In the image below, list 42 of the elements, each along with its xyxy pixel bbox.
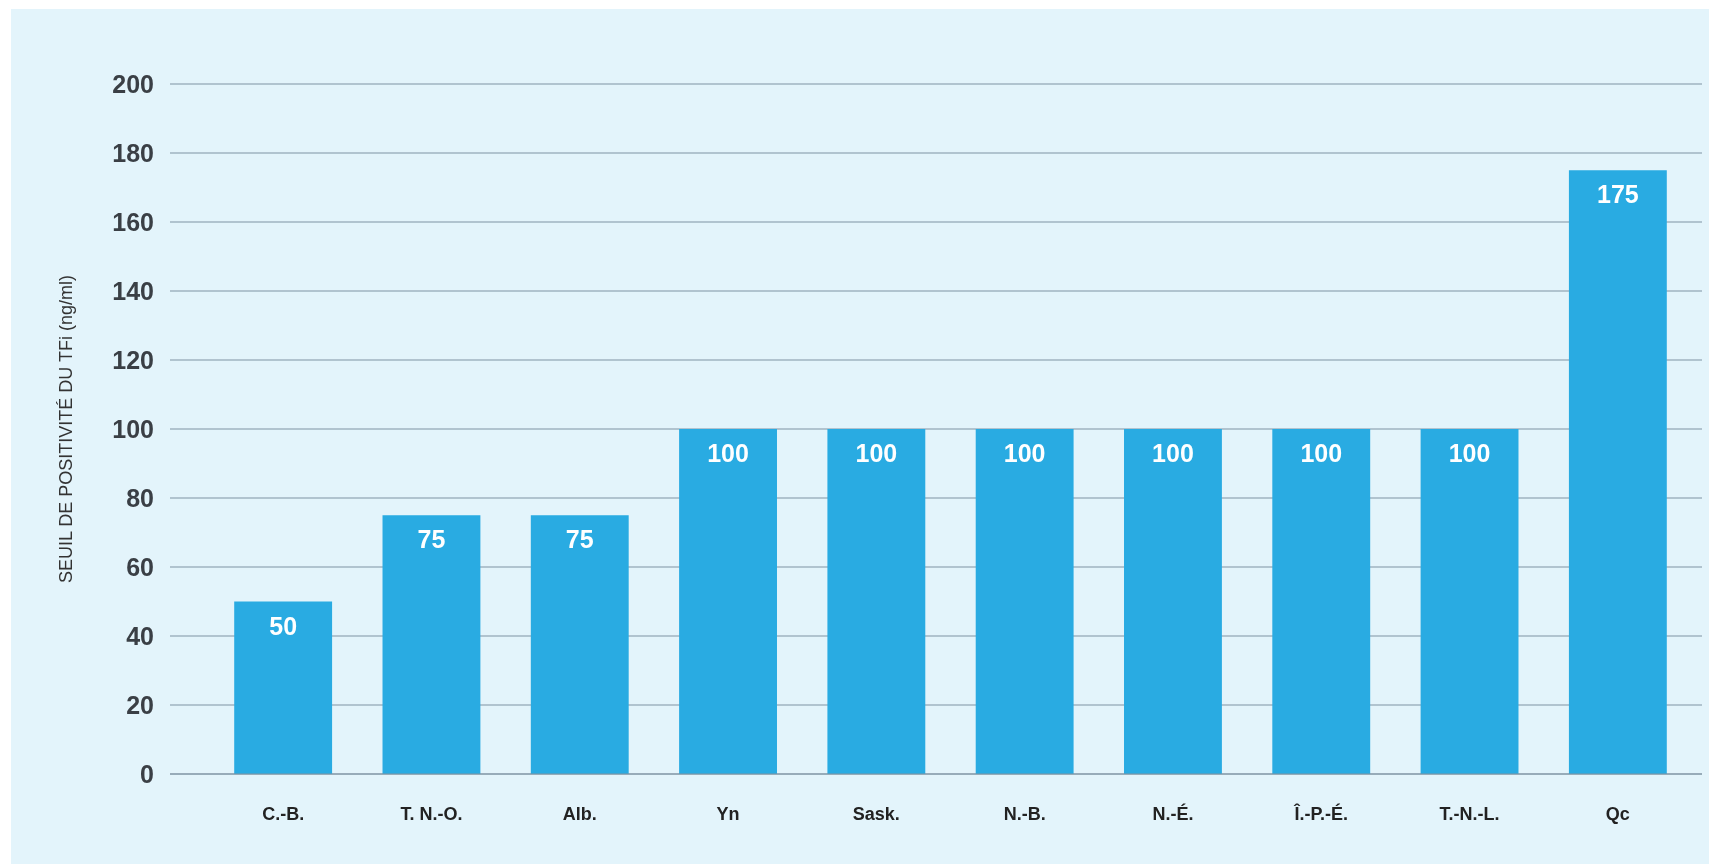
- y-tick-label: 80: [126, 483, 154, 512]
- data-label: 100: [1300, 439, 1343, 467]
- x-tick-label: Î.-P.-É.: [1293, 803, 1349, 824]
- bar: [530, 515, 629, 774]
- data-label: 100: [1003, 439, 1046, 467]
- y-tick-label: 200: [112, 69, 154, 98]
- bar: [679, 429, 777, 774]
- x-tick-label: C.-B.: [262, 804, 305, 824]
- bar: [1124, 429, 1222, 774]
- bar: [1420, 429, 1519, 774]
- x-tick-label: T. N.-O.: [400, 804, 463, 824]
- y-tick-label: 20: [126, 690, 154, 719]
- x-tick-label: Yn: [716, 804, 740, 824]
- bar: [1568, 170, 1667, 774]
- x-tick-label: Alb.: [562, 804, 597, 824]
- data-label: 75: [565, 525, 594, 554]
- x-tick-label: T.-N.-L.: [1439, 804, 1500, 824]
- bar: [382, 515, 481, 774]
- x-tick-label: N.-B.: [1003, 804, 1046, 824]
- data-label: 75: [417, 525, 446, 554]
- data-label: 50: [269, 611, 298, 640]
- y-tick-label: 100: [112, 414, 154, 443]
- data-label: 175: [1596, 180, 1639, 209]
- y-tick-label: 0: [140, 759, 154, 788]
- data-label: 100: [1448, 439, 1491, 467]
- y-tick-label: 40: [126, 621, 154, 650]
- x-tick-label: Sask.: [852, 804, 900, 824]
- bar: [234, 601, 333, 774]
- y-tick-label: 120: [112, 345, 154, 374]
- x-tick-label: N.-É.: [1152, 803, 1194, 824]
- bar: [975, 429, 1074, 774]
- y-tick-label: 140: [112, 276, 154, 305]
- y-tick-label: 160: [112, 207, 154, 236]
- data-label: 100: [855, 439, 898, 467]
- data-label: 100: [707, 439, 749, 467]
- y-axis-title: SEUIL DE POSITIVITÉ DU TFi (ng/ml): [56, 274, 76, 584]
- x-tick-label: Qc: [1605, 804, 1630, 824]
- y-tick-label: 60: [126, 552, 154, 581]
- bar: [827, 429, 926, 774]
- data-label: 100: [1152, 439, 1194, 467]
- bar: [1272, 429, 1371, 774]
- y-tick-label: 180: [112, 138, 154, 167]
